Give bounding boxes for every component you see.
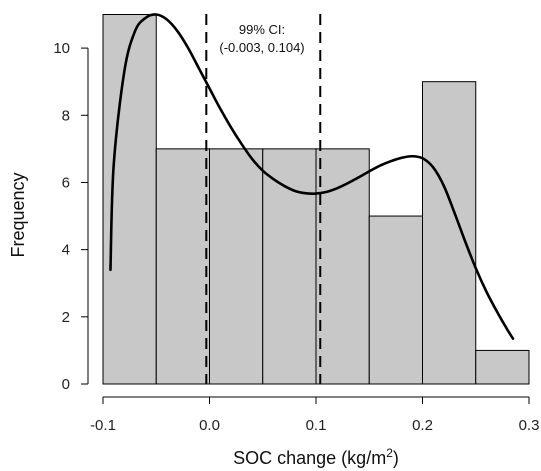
y-axis-tick-label: 4 (62, 242, 70, 259)
x-axis-tick-label: -0.1 (90, 417, 116, 434)
x-axis-tick-label: 0.3 (519, 417, 540, 434)
ci-annotation-line1: 99% CI: (239, 22, 285, 37)
axes-layer: -0.1 0.0 0.1 0.2 0.3 0 2 4 6 8 10 (53, 40, 539, 434)
histogram-bar (155, 148, 210, 385)
x-axis-tick-label: 0.2 (412, 417, 433, 434)
bars-layer (102, 14, 530, 385)
histogram-bar (422, 81, 477, 385)
y-axis-title: Frequency (8, 172, 28, 257)
y-axis-tick-label: 10 (53, 40, 70, 57)
x-axis-tick-label: 0.0 (199, 417, 220, 434)
density-curve (109, 13, 515, 340)
histogram-bar (209, 148, 264, 385)
ci-lines-layer (205, 14, 322, 384)
y-axis-tick-label: 8 (62, 107, 70, 124)
histogram-bar (262, 148, 317, 385)
x-axis-title-suffix: ) (393, 448, 399, 468)
density-curve-layer (109, 13, 515, 340)
histogram-bar (475, 349, 530, 385)
y-axis-tick-label: 0 (62, 376, 70, 393)
y-axis-tick-label: 2 (62, 309, 70, 326)
x-axis-title: SOC change (kg/m2) (233, 446, 399, 468)
ci-annotation-line2: (-0.003, 0.104) (219, 40, 304, 55)
x-axis-title-main: SOC change (kg/m (233, 448, 386, 468)
y-axis-tick-label: 6 (62, 174, 70, 191)
histogram-bar (315, 148, 370, 385)
x-axis-tick-label: 0.1 (306, 417, 327, 434)
histogram-bar (368, 215, 423, 385)
x-axis-title-superscript: 2 (386, 446, 393, 460)
